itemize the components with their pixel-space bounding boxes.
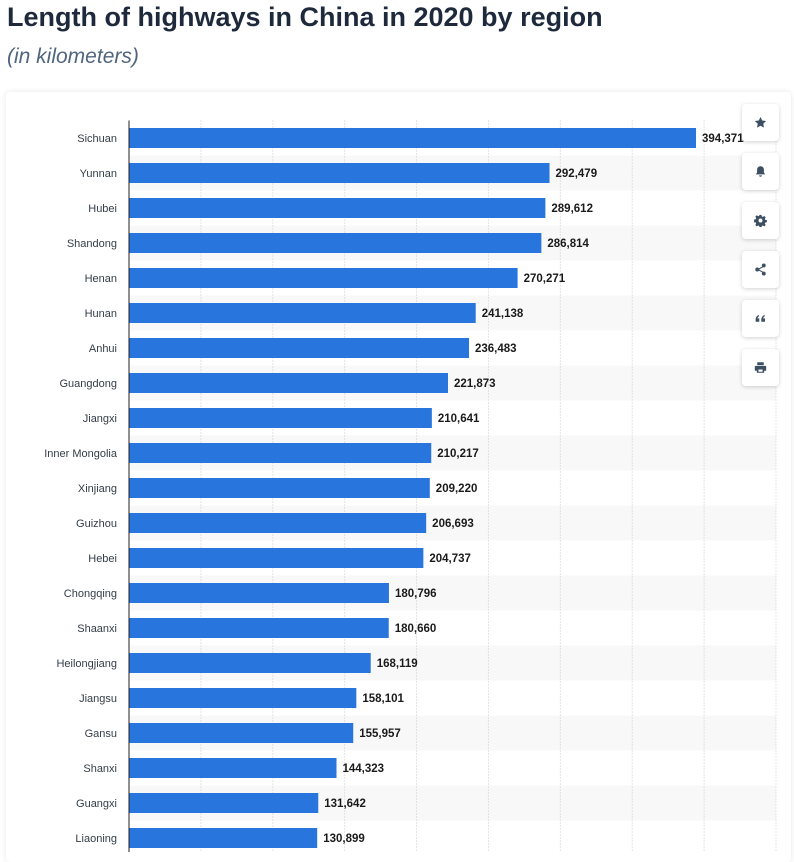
settings-button[interactable] <box>742 202 779 239</box>
category-label: Xinjiang <box>78 483 117 495</box>
value-label: 241,138 <box>482 308 524 320</box>
category-label: Gansu <box>85 728 117 740</box>
bar <box>129 793 319 813</box>
value-label: 210,217 <box>437 448 479 460</box>
value-label: 206,693 <box>432 518 474 530</box>
chart-toolbar <box>742 104 779 398</box>
bar <box>129 758 337 778</box>
value-label: 236,483 <box>475 343 517 355</box>
category-label: Liaoning <box>75 833 117 845</box>
chart-title: Length of highways in China in 2020 by r… <box>7 2 603 32</box>
category-label: Hunan <box>85 308 117 320</box>
bar <box>129 338 470 358</box>
bell-icon <box>755 166 766 177</box>
bar <box>129 723 354 743</box>
notification-button[interactable] <box>742 153 779 190</box>
share-icon <box>755 263 766 276</box>
print-button[interactable] <box>742 349 779 386</box>
bar <box>129 478 430 498</box>
bar <box>129 303 476 323</box>
category-label: Shanxi <box>83 763 117 775</box>
value-label: 394,371 <box>702 133 744 145</box>
bar <box>129 408 432 428</box>
value-label: 270,271 <box>524 273 566 285</box>
share-button[interactable] <box>742 251 779 288</box>
category-label: Guizhou <box>76 518 117 530</box>
quote-icon <box>755 315 765 322</box>
category-label: Guangdong <box>60 378 118 390</box>
print-icon <box>754 362 767 373</box>
category-label: Sichuan <box>77 133 117 145</box>
cite-button[interactable] <box>742 300 779 337</box>
category-label: Inner Mongolia <box>44 448 118 460</box>
bar <box>129 513 427 533</box>
bar <box>129 443 432 463</box>
value-label: 130,899 <box>323 833 365 845</box>
category-label: Chongqing <box>64 588 117 600</box>
category-label: Jiangxi <box>83 413 117 425</box>
bar <box>129 268 518 288</box>
bar <box>129 828 318 848</box>
category-label: Hubei <box>88 203 117 215</box>
value-label: 180,660 <box>395 623 437 635</box>
category-label: Hebei <box>88 553 117 565</box>
category-label: Heilongjiang <box>56 658 117 670</box>
category-label: Shandong <box>67 238 117 250</box>
star-icon <box>754 116 767 128</box>
bar <box>129 128 697 148</box>
value-label: 289,612 <box>551 203 593 215</box>
value-label: 168,119 <box>377 658 418 670</box>
favorite-button[interactable] <box>742 104 779 141</box>
value-label: 155,957 <box>359 728 401 740</box>
bar <box>129 163 550 183</box>
bar-chart: Sichuan 394,371 Yunnan 292,479 Hubei 289,612 S… <box>44 120 777 852</box>
value-label: 286,814 <box>547 238 589 250</box>
value-label: 292,479 <box>556 168 598 180</box>
category-label: Guangxi <box>76 798 117 810</box>
value-label: 144,323 <box>343 763 385 775</box>
value-label: 210,641 <box>438 413 480 425</box>
bar <box>129 548 424 568</box>
value-label: 158,101 <box>362 693 404 705</box>
bar <box>129 653 371 673</box>
value-label: 221,873 <box>454 378 496 390</box>
value-label: 131,642 <box>324 798 366 810</box>
category-label: Anhui <box>89 343 117 355</box>
category-label: Yunnan <box>80 168 117 180</box>
bar <box>129 233 542 253</box>
category-label: Henan <box>85 273 117 285</box>
bar <box>129 688 357 708</box>
bar <box>129 618 389 638</box>
category-label: Shaanxi <box>77 623 117 635</box>
bar <box>129 583 389 603</box>
bar <box>129 373 449 393</box>
bar <box>129 198 546 218</box>
value-label: 204,737 <box>429 553 471 565</box>
value-label: 209,220 <box>436 483 478 495</box>
value-label: 180,796 <box>395 588 437 600</box>
chart-card: Sichuan 394,371 Yunnan 292,479 Hubei 289,612 S… <box>6 92 791 862</box>
category-label: Jiangsu <box>79 693 117 705</box>
gear-icon <box>754 214 767 227</box>
chart-subtitle: (in kilometers) <box>7 45 139 68</box>
